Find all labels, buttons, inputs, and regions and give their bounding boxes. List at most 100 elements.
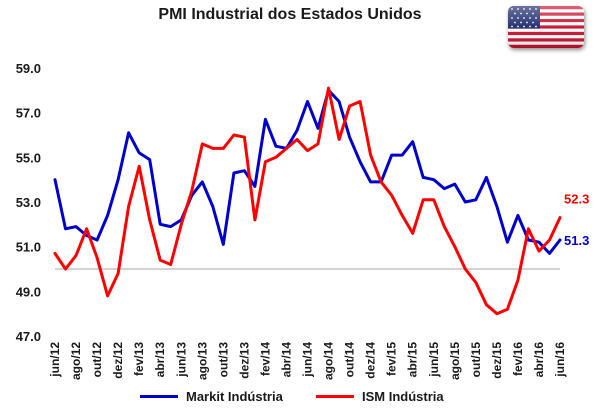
data-point-markit [369, 180, 372, 184]
data-point-ism [548, 238, 551, 242]
data-point-ism [285, 147, 288, 150]
data-point-markit [211, 205, 215, 208]
data-point-ism [274, 156, 278, 159]
x-tick-label: abr/13 [153, 342, 167, 378]
data-point-markit [390, 153, 393, 157]
data-point-ism [527, 227, 530, 230]
data-point-markit [53, 178, 57, 181]
data-point-ism [358, 100, 362, 103]
legend-swatch-markit [140, 395, 178, 398]
data-point-ism [537, 249, 541, 253]
x-tick-label: abr/14 [279, 342, 293, 378]
data-point-markit [169, 225, 172, 228]
x-tick-label: fev/16 [511, 342, 525, 376]
data-point-markit [537, 241, 541, 244]
x-tick-label: ago/15 [448, 342, 462, 380]
data-point-markit [232, 171, 236, 175]
data-point-ism [74, 254, 78, 257]
data-point-ism [53, 252, 57, 255]
data-point-ism [506, 308, 509, 311]
data-point-markit [127, 131, 130, 134]
data-point-ism [443, 225, 446, 228]
data-point-ism [148, 218, 151, 222]
chart-legend: Markit Indústria ISM Indústria [0, 389, 600, 407]
y-tick-label: 59.0 [16, 61, 41, 76]
x-tick-label: dez/15 [490, 342, 504, 379]
x-tick-label: abr/16 [532, 342, 546, 378]
data-point-markit [411, 140, 414, 143]
us-flag-icon [508, 6, 584, 48]
y-tick-label: 51.0 [16, 240, 41, 255]
data-point-ism [379, 180, 383, 184]
x-tick-label: jun/13 [174, 342, 188, 378]
x-tick-label: jun/14 [301, 342, 315, 378]
data-point-markit [316, 127, 320, 130]
data-point-markit [74, 225, 78, 228]
data-point-ism [201, 142, 204, 146]
data-point-ism [106, 294, 109, 297]
data-point-ism [422, 198, 425, 201]
x-tick-label: jun/12 [48, 342, 62, 378]
data-point-markit [85, 234, 88, 237]
data-point-markit [422, 176, 425, 179]
data-point-ism [453, 245, 456, 248]
x-tick-label: fev/15 [385, 342, 399, 376]
x-tick-label: dez/13 [237, 342, 251, 379]
data-point-markit [243, 169, 246, 172]
chart-title: PMI Industrial dos Estados Unidos [158, 6, 422, 23]
data-point-ism [222, 147, 225, 150]
data-point-ism [95, 256, 99, 260]
data-point-markit [506, 241, 509, 244]
data-point-markit [337, 100, 341, 103]
data-point-markit [432, 178, 435, 181]
data-point-markit [253, 185, 257, 188]
x-tick-label: dez/12 [111, 342, 125, 379]
data-point-ism [306, 149, 309, 152]
data-point-markit [527, 238, 530, 242]
data-point-ism [485, 303, 488, 306]
x-tick-label: ago/13 [195, 342, 209, 380]
data-point-ism [495, 312, 499, 315]
end-value-label-markit: 51.3 [564, 233, 589, 248]
x-tick-label: fev/13 [132, 342, 146, 376]
data-point-ism [211, 147, 215, 150]
x-tick-label: fev/14 [258, 342, 272, 376]
data-point-ism [116, 272, 120, 275]
data-point-ism [432, 198, 435, 201]
data-point-markit [306, 100, 309, 103]
data-point-markit [400, 153, 404, 157]
data-point-markit [137, 151, 141, 155]
x-tick-label: out/13 [216, 342, 230, 378]
data-point-ism [127, 205, 130, 208]
data-point-markit [558, 238, 562, 242]
data-point-markit [358, 160, 362, 163]
legend-label-ism: ISM Indústria [362, 389, 444, 404]
data-point-ism [137, 165, 141, 168]
x-tick-label: ago/12 [69, 342, 83, 380]
series-line-ism [53, 86, 562, 316]
x-tick-label: jun/15 [427, 342, 441, 378]
x-tick-label: out/15 [469, 342, 483, 378]
data-point-ism [348, 104, 351, 108]
data-point-ism [316, 142, 320, 146]
data-point-ism [180, 223, 183, 226]
data-point-ism [295, 138, 299, 141]
data-point-ism [243, 136, 246, 139]
legend-swatch-ism [316, 395, 354, 398]
data-point-ism [558, 216, 562, 219]
data-point-markit [95, 238, 99, 242]
data-point-ism [400, 214, 404, 217]
data-point-markit [485, 176, 488, 179]
data-point-ism [253, 218, 257, 222]
data-point-ism [85, 227, 88, 230]
data-point-markit [264, 118, 267, 121]
data-point-markit [548, 252, 551, 255]
data-point-markit [106, 214, 109, 217]
y-tick-label: 57.0 [16, 106, 41, 121]
data-point-markit [148, 158, 151, 161]
legend-item-markit: Markit Indústria [140, 389, 283, 404]
data-point-markit [116, 178, 120, 181]
y-tick-label: 55.0 [16, 150, 41, 165]
data-point-markit [464, 200, 467, 204]
data-point-ism [232, 133, 236, 137]
